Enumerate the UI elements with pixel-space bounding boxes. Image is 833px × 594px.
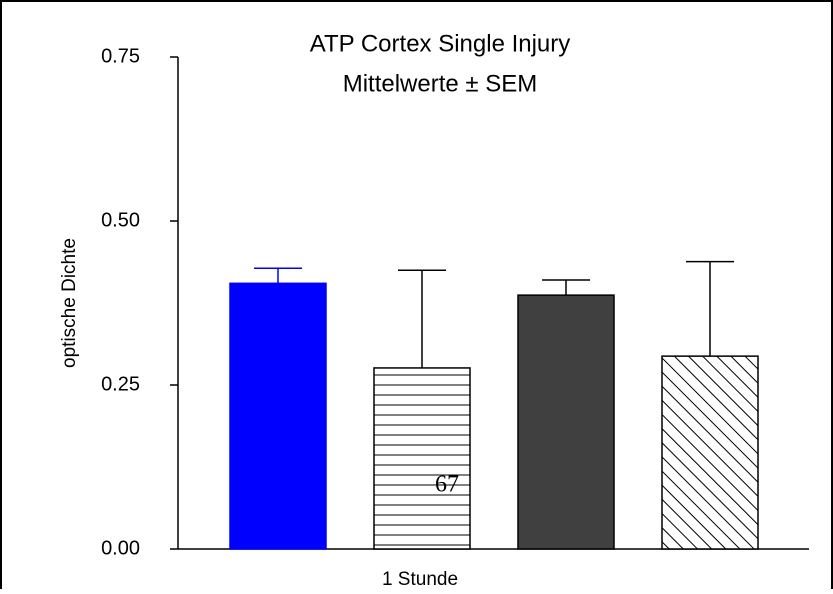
y-tick-label: 0.75 bbox=[101, 45, 140, 67]
y-tick-label: 0.00 bbox=[101, 537, 140, 559]
x-axis-label: 1 Stunde bbox=[382, 569, 458, 589]
annotation: 67 bbox=[435, 472, 459, 498]
chart-title: ATP Cortex Single Injury bbox=[310, 30, 571, 57]
bar bbox=[229, 282, 327, 550]
chart-subtitle: Mittelwerte ± SEM bbox=[343, 70, 538, 97]
y-tick-label: 0.50 bbox=[101, 209, 140, 231]
y-axis-label: optische Dichte bbox=[59, 238, 80, 368]
y-tick-label: 0.25 bbox=[101, 373, 140, 395]
bar bbox=[373, 367, 471, 550]
bar bbox=[661, 355, 759, 550]
bar bbox=[517, 294, 615, 550]
